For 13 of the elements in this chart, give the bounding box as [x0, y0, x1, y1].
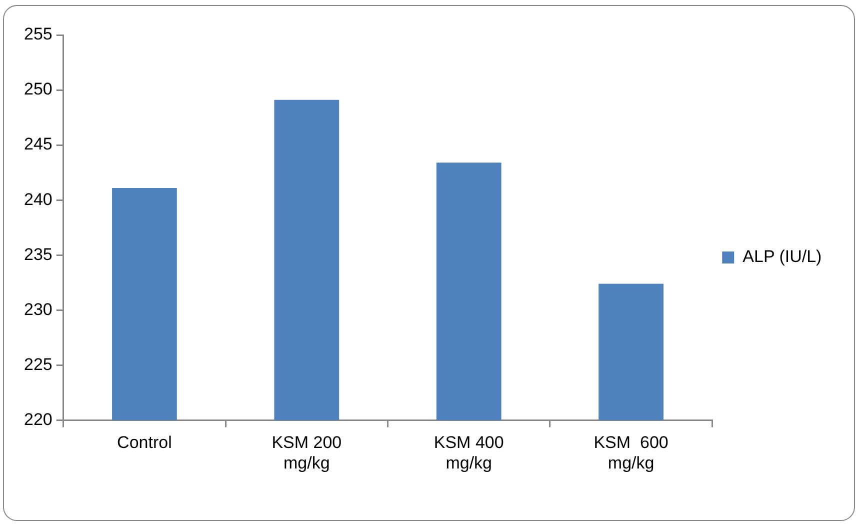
x-tick-label: KSM 600 mg/kg [594, 433, 668, 472]
legend-label: ALP (IU/L) [742, 247, 822, 266]
y-tick-label: 230 [24, 300, 52, 319]
y-tick-label: 255 [24, 24, 52, 44]
y-tick-label: 235 [24, 244, 52, 264]
y-tick-label: 240 [24, 190, 52, 209]
y-tick-label: 245 [24, 134, 52, 154]
x-tick-label: Control [117, 433, 172, 452]
y-tick-label: 220 [24, 410, 52, 429]
y-tick-label: 225 [24, 354, 52, 374]
x-tick-label: KSM 200 mg/kg [272, 433, 342, 472]
y-tick-label: 250 [24, 80, 52, 99]
x-tick-label: KSM 400 mg/kg [434, 433, 504, 472]
